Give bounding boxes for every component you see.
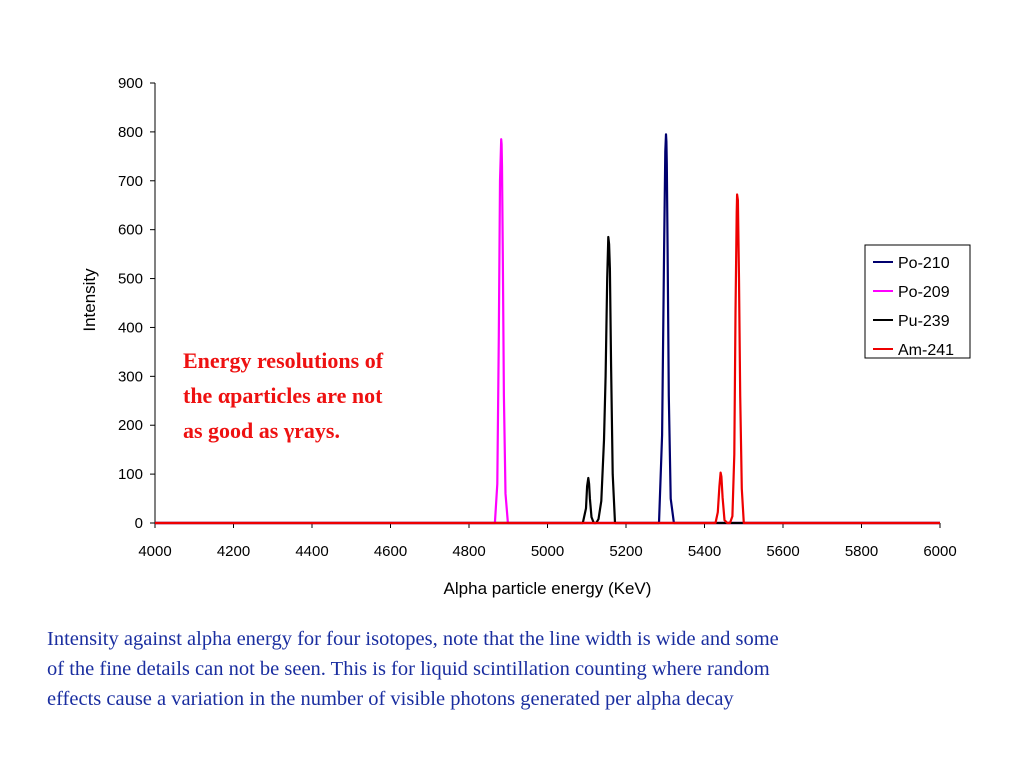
annotation-line: the αparticles are not	[183, 383, 383, 408]
y-tick-label: 500	[118, 271, 143, 288]
y-axis-title: Intensity	[80, 268, 99, 332]
x-tick-label: 4200	[217, 543, 250, 560]
x-axis-title: Alpha particle energy (KeV)	[444, 579, 652, 598]
y-tick-label: 700	[118, 173, 143, 190]
legend-label: Po-210	[898, 255, 950, 272]
series-line-po-209	[155, 138, 940, 525]
x-tick-label: 5200	[609, 543, 642, 560]
caption-line: effects cause a variation in the number …	[47, 688, 734, 710]
y-tick-label: 300	[118, 368, 143, 385]
x-tick-label: 6000	[923, 543, 956, 560]
x-tick-label: 5600	[766, 543, 799, 560]
series-line-po-210	[155, 133, 940, 525]
chart-axes: 0 100 200 300 400 500 600 700 800 900 4000 4200 4400…	[118, 75, 957, 560]
x-tick-label: 5400	[688, 543, 721, 560]
annotation-line: Energy resolutions of	[183, 348, 384, 373]
caption-line: of the fine details can not be seen. Thi…	[47, 658, 770, 680]
y-tick-label: 400	[118, 319, 143, 336]
chart-legend: Po-210 Po-209 Pu-239 Am-241	[864, 244, 971, 359]
x-tick-label: 4800	[452, 543, 485, 560]
x-tick-label: 4600	[374, 543, 407, 560]
legend-label: Am-241	[898, 342, 954, 359]
y-tick-label: 900	[118, 75, 143, 92]
y-tick-label: 800	[118, 124, 143, 141]
y-tick-label: 200	[118, 417, 143, 434]
x-tick-label: 4000	[138, 543, 171, 560]
legend-label: Po-209	[898, 284, 950, 301]
alpha-energy-chart: 0 100 200 300 400 500 600 700 800 900 4000 4200 4400…	[80, 75, 971, 598]
annotation-line: as good as γrays.	[183, 418, 340, 443]
series-line-am-241	[155, 193, 940, 525]
x-tick-label: 4400	[295, 543, 328, 560]
figure-caption: Intensity against alpha energy for four …	[47, 624, 987, 714]
chart-series	[155, 133, 940, 525]
series-line-pu-239	[155, 235, 940, 525]
x-tick-label: 5000	[531, 543, 564, 560]
legend-label: Pu-239	[898, 313, 950, 330]
annotation-text: Energy resolutions of the αparticles are…	[183, 343, 463, 448]
y-tick-label: 0	[135, 515, 143, 532]
x-tick-label: 5800	[845, 543, 878, 560]
caption-line: Intensity against alpha energy for four …	[47, 628, 779, 650]
y-tick-label: 100	[118, 466, 143, 483]
legend-box	[864, 244, 971, 359]
y-tick-label: 600	[118, 222, 143, 239]
